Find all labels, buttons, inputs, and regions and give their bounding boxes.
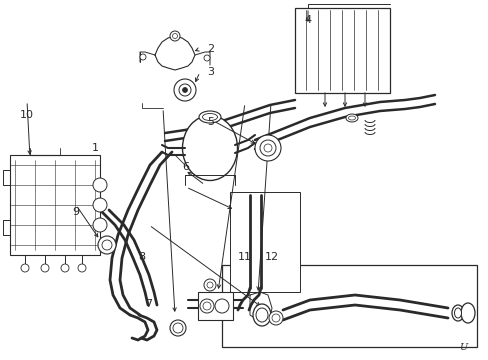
Circle shape [78, 264, 86, 272]
Ellipse shape [182, 116, 237, 180]
Bar [198, 292, 232, 320]
Ellipse shape [460, 303, 474, 323]
Bar [294, 8, 389, 93]
Circle shape [179, 84, 191, 96]
Bar [10, 155, 100, 255]
Bar [222, 265, 476, 347]
Circle shape [170, 31, 180, 41]
Text: 4: 4 [304, 15, 311, 25]
Circle shape [140, 54, 146, 60]
Text: 9: 9 [72, 207, 79, 217]
Circle shape [173, 323, 183, 333]
Circle shape [271, 314, 280, 322]
Circle shape [93, 198, 107, 212]
Circle shape [268, 311, 283, 325]
Ellipse shape [199, 111, 221, 123]
Circle shape [260, 140, 275, 156]
Circle shape [182, 87, 187, 93]
Circle shape [254, 135, 281, 161]
Text: 3: 3 [206, 67, 213, 77]
Text: 5: 5 [206, 117, 213, 127]
Circle shape [172, 33, 177, 39]
Circle shape [93, 218, 107, 232]
Ellipse shape [453, 308, 461, 318]
Circle shape [61, 264, 69, 272]
Circle shape [93, 178, 107, 192]
Circle shape [264, 144, 271, 152]
Text: 6: 6 [182, 162, 189, 172]
Text: 10: 10 [20, 110, 34, 120]
Ellipse shape [348, 116, 355, 120]
Bar [229, 192, 299, 292]
Ellipse shape [346, 114, 357, 122]
Circle shape [206, 282, 213, 288]
Circle shape [203, 279, 216, 291]
Circle shape [98, 236, 116, 254]
Text: 2: 2 [206, 44, 213, 54]
Circle shape [41, 264, 49, 272]
Circle shape [102, 240, 112, 250]
Circle shape [203, 302, 210, 310]
Text: 8: 8 [138, 252, 145, 262]
Text: U: U [458, 343, 466, 352]
Circle shape [174, 79, 196, 101]
Circle shape [256, 306, 264, 314]
Ellipse shape [252, 304, 270, 326]
Ellipse shape [256, 308, 267, 322]
Circle shape [170, 320, 185, 336]
Text: 11: 11 [237, 252, 251, 262]
Circle shape [200, 299, 214, 313]
Circle shape [203, 55, 209, 61]
Text: 7: 7 [145, 299, 152, 309]
Ellipse shape [451, 305, 463, 321]
Ellipse shape [202, 113, 217, 121]
Text: 12: 12 [264, 252, 278, 262]
Text: 1: 1 [92, 143, 99, 153]
Circle shape [21, 264, 29, 272]
Circle shape [215, 299, 228, 313]
